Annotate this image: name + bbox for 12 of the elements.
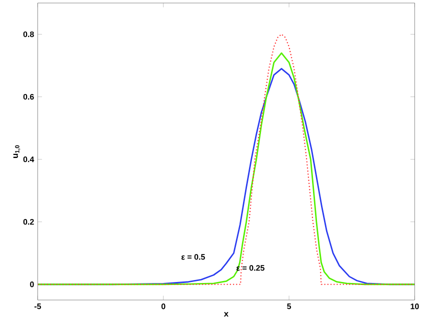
y-tick-label: 0.4 bbox=[23, 156, 34, 162]
x-tick-label: 10 bbox=[410, 304, 419, 310]
y-tick-label: 0.2 bbox=[23, 219, 34, 225]
y-axis-title: u$_{1,0}$ bbox=[13, 145, 20, 158]
y-tick-label: 0.8 bbox=[23, 31, 34, 38]
x-axis-title: x bbox=[224, 312, 228, 317]
y-tick-label: 0.6 bbox=[23, 94, 34, 100]
x-tick-label: -5 bbox=[34, 304, 42, 310]
x-tick-label: 0 bbox=[161, 304, 166, 310]
x-tick-label: 5 bbox=[287, 304, 292, 310]
annotation: ε = 0.5 bbox=[181, 254, 205, 260]
y-tick-label: 0 bbox=[30, 282, 34, 288]
